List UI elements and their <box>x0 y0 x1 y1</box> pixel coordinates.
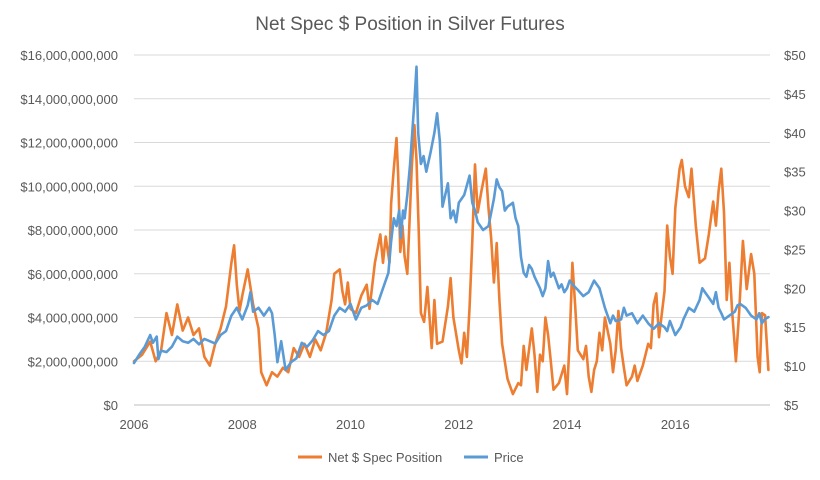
series-line-price <box>132 65 770 372</box>
left-axis-tick-label: $2,000,000,000 <box>28 354 118 369</box>
chart-title: Net Spec $ Position in Silver Futures <box>255 14 564 35</box>
left-axis-tick-label: $0 <box>104 398 118 413</box>
right-axis-tick-label: $45 <box>784 87 806 102</box>
left-axis-tick-label: $14,000,000,000 <box>20 92 118 107</box>
right-axis-tick-label: $35 <box>784 165 806 180</box>
left-axis-ticks: $0 $2,000,000,000 $4,000,000,000 $6,000,000… <box>20 48 118 413</box>
right-axis-ticks: $5 $10 $15 $20 $25 $30 $35 $40 $45 $50 <box>784 48 806 413</box>
left-axis-tick-label: $12,000,000,000 <box>20 136 118 151</box>
left-axis-tick-label: $8,000,000,000 <box>28 223 118 238</box>
x-axis-tick-label: 2016 <box>661 417 690 432</box>
right-axis-tick-label: $15 <box>784 320 806 335</box>
right-axis-tick-label: $25 <box>784 242 806 257</box>
right-axis-tick-label: $20 <box>784 281 806 296</box>
series-layer <box>132 65 770 396</box>
x-axis-tick-label: 2010 <box>336 417 365 432</box>
right-axis-tick-label: $50 <box>784 48 806 63</box>
right-axis-tick-label: $5 <box>784 398 798 413</box>
x-axis-ticks: 2006 2008 2010 2012 2014 2016 <box>120 417 690 432</box>
right-axis-tick-label: $30 <box>784 204 806 219</box>
x-axis-tick-label: 2008 <box>228 417 257 432</box>
left-axis-tick-label: $10,000,000,000 <box>20 179 118 194</box>
legend-label: Price <box>494 450 524 465</box>
series-line-net-spec-position <box>132 123 770 396</box>
right-axis-tick-label: $10 <box>784 359 806 374</box>
left-axis-tick-label: $4,000,000,000 <box>28 311 118 326</box>
legend-label: Net $ Spec Position <box>328 450 442 465</box>
right-axis-tick-label: $40 <box>784 126 806 141</box>
x-axis-tick-label: 2014 <box>553 417 582 432</box>
left-axis-tick-label: $16,000,000,000 <box>20 48 118 63</box>
legend: Net $ Spec Position Price <box>298 450 524 465</box>
x-axis-tick-label: 2006 <box>120 417 149 432</box>
x-axis-tick-label: 2012 <box>444 417 473 432</box>
left-axis-tick-label: $6,000,000,000 <box>28 267 118 282</box>
